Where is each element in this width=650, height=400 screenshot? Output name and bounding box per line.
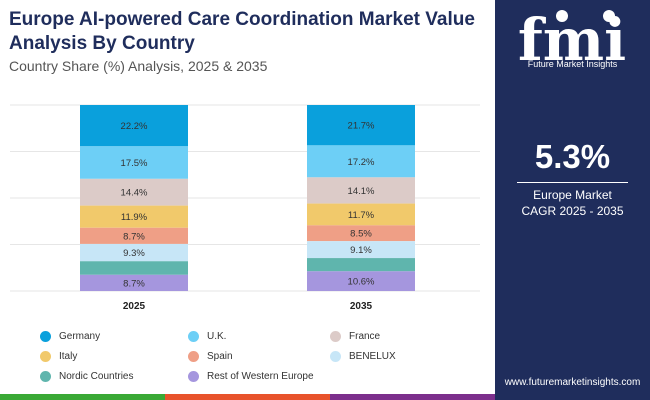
legend-swatch: [188, 351, 199, 362]
cagr-divider: [517, 182, 628, 183]
data-label: 10.6%: [348, 277, 375, 288]
legend-swatch: [40, 351, 51, 362]
legend-item: Rest of Western Europe: [188, 371, 314, 382]
bar-segment: [307, 145, 415, 178]
legend-label: U.K.: [207, 331, 227, 342]
data-label: 9.3%: [123, 248, 145, 259]
data-label: 11.7%: [348, 210, 375, 221]
legend-label: Nordic Countries: [59, 371, 134, 382]
data-label: 11.9%: [121, 212, 148, 223]
bar-segment: [307, 258, 415, 272]
legend-item: U.K.: [188, 331, 226, 342]
legend-label: Rest of Western Europe: [207, 371, 314, 382]
legend-label: Italy: [59, 351, 78, 362]
brand-color-bar: [0, 394, 495, 400]
legend-swatch: [188, 371, 199, 382]
legend-label: Spain: [207, 351, 233, 362]
bar-segment: [80, 274, 188, 291]
bar-segment: [80, 178, 188, 206]
x-tick-label: 2035: [350, 301, 373, 312]
brand-name: Future Market Insights: [527, 59, 618, 69]
legend-label: Germany: [59, 331, 101, 342]
data-label: 21.7%: [348, 121, 375, 132]
stacked-bar-chart: 22.2% 17.5% 14.4% 11.9% 8.7% 9.3% 8.7% 2025 21.7…: [10, 104, 480, 312]
legend-label: BENELUX: [349, 351, 396, 362]
cagr-label-line1: Europe Market: [533, 188, 612, 202]
brand-bar-segment: [0, 394, 165, 400]
legend-item: Italy: [40, 351, 77, 362]
data-label: 8.7%: [123, 231, 145, 242]
bar-segment: [307, 203, 415, 226]
legend-swatch: [40, 331, 51, 342]
legend-swatch: [40, 371, 51, 382]
bar-segment: [80, 105, 188, 147]
data-label: 17.5%: [121, 158, 148, 169]
legend-swatch: [330, 351, 341, 362]
bar-segment: [307, 225, 415, 242]
fmi-logo: fmi: [518, 6, 626, 68]
website-link[interactable]: www.futuremarketinsights.com: [504, 377, 641, 388]
bar-segment: [307, 177, 415, 204]
logo-dot-right: [603, 10, 615, 22]
bar-segment: [307, 105, 415, 146]
legend-swatch: [188, 331, 199, 342]
data-label: 9.1%: [350, 245, 372, 256]
info-panel: fmi Future Market Insights 5.3% Europe M…: [495, 0, 650, 400]
cagr-value: 5.3%: [534, 138, 611, 175]
data-label: 17.2%: [348, 157, 375, 168]
legend-item: BENELUX: [330, 351, 396, 362]
bar-segment: [80, 227, 188, 244]
brand-bar-segment: [330, 394, 495, 400]
data-label: 22.2%: [121, 121, 148, 132]
data-label: 8.7%: [123, 278, 145, 289]
data-label: 14.4%: [121, 188, 148, 199]
bar-segment: [80, 261, 188, 275]
legend-item: France: [330, 331, 380, 342]
bar-segment: [80, 205, 188, 228]
data-label: 14.1%: [348, 186, 375, 197]
legend-swatch: [330, 331, 341, 342]
chart-subtitle: Country Share (%) Analysis, 2025 & 2035: [9, 58, 268, 74]
legend-item: Germany: [40, 331, 100, 342]
chart-legend: Germany U.K. France Italy Spain BENELUX Nordic…: [40, 327, 460, 389]
bar-segment: [307, 241, 415, 259]
legend-label: France: [349, 331, 381, 342]
cagr-label: Europe Market CAGR 2025 - 2035: [495, 187, 650, 219]
data-label: 8.5%: [350, 229, 372, 240]
cagr-label-line2: CAGR 2025 - 2035: [521, 204, 624, 218]
logo-dot-left: [556, 10, 568, 22]
chart-title: Europe AI-powered Care Coordination Mark…: [9, 9, 475, 54]
brand-bar-segment: [165, 394, 330, 400]
bar-segment: [307, 271, 415, 291]
bar-segment: [80, 243, 188, 262]
bar-segment: [80, 146, 188, 179]
x-tick-label: 2025: [123, 301, 146, 312]
legend-item: Spain: [188, 351, 233, 362]
legend-item: Nordic Countries: [40, 371, 133, 382]
